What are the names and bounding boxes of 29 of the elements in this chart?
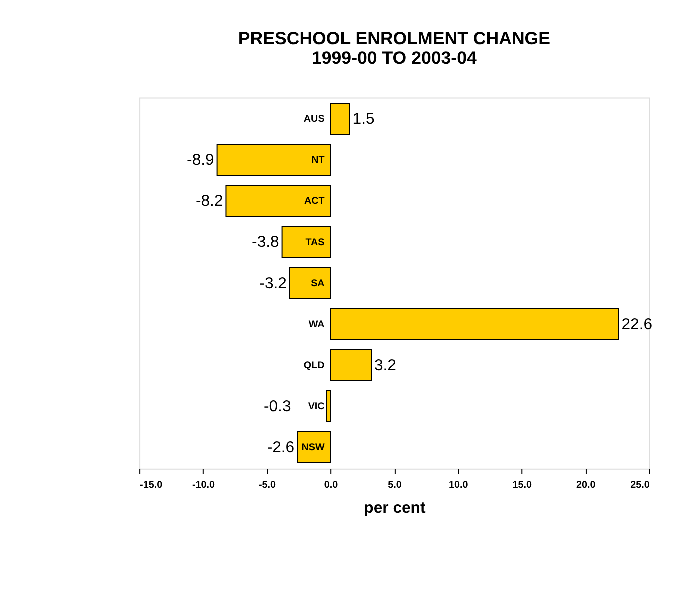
data-label: 22.6 [622,316,653,334]
x-tick-label: -10.0 [192,480,216,492]
y-tick-label: SA [311,278,325,290]
x-tick-label: 10.0 [449,480,469,492]
y-tick-label: NT [312,155,325,166]
x-tick-label: 15.0 [512,480,532,492]
x-axis-title: per cent [364,500,426,517]
data-label: 1.5 [352,111,376,128]
y-tick-label: WA [308,319,325,330]
y-tick-label: QLD [304,360,325,372]
y-tick-label: AUS [304,114,326,126]
data-label: -3.8 [252,234,280,252]
chart-title: PRESCHOOL ENROLMENT CHANGE 1999-00 TO 2003-04 [238,28,551,68]
data-label: -0.3 [264,398,292,416]
x-tick-label: -15.0 [140,480,164,492]
y-tick-label: ACT [304,196,325,208]
data-label: 3.2 [374,357,396,374]
x-tick-label: 20.0 [576,480,596,492]
x-tick-label: 0.0 [324,480,339,492]
data-label: -2.6 [267,439,295,456]
y-tick-label: TAS [306,237,326,248]
y-tick-label: NSW [302,442,326,454]
data-label: -8.9 [187,152,215,170]
data-label: -3.2 [260,275,287,292]
y-tick-label: VIC [308,401,325,412]
x-tick-label: 5.0 [388,480,402,492]
data-label: -8.2 [196,193,224,210]
x-tick-label: 25.0 [630,480,650,492]
x-tick-label: -5.0 [258,480,277,492]
